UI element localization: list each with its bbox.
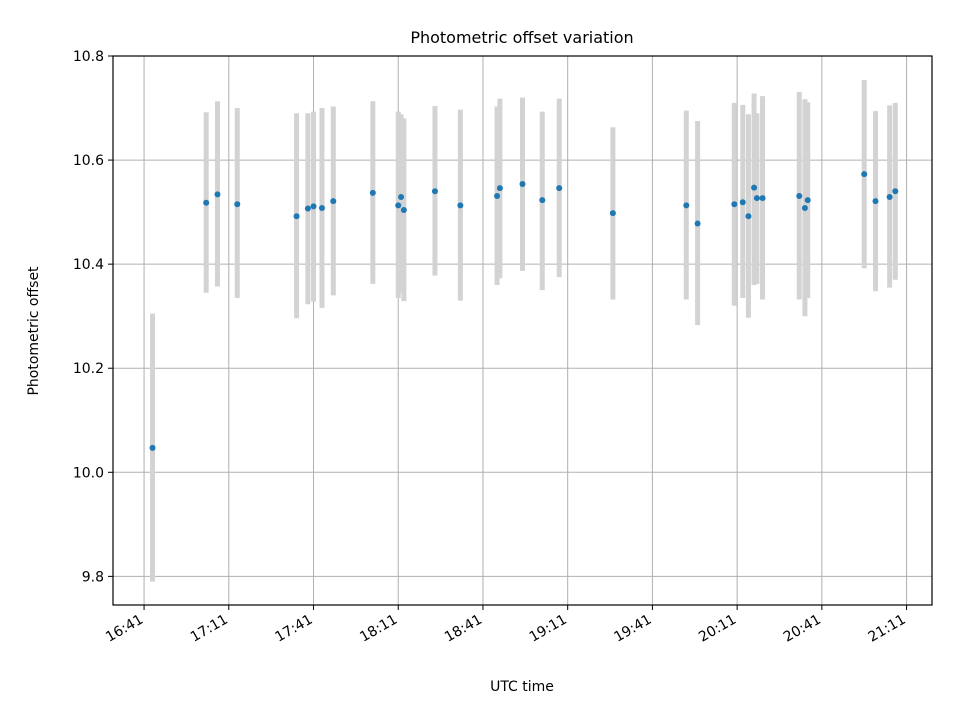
chart-title: Photometric offset variation [410, 28, 633, 47]
y-tick-label: 9.8 [82, 569, 104, 585]
data-point [310, 203, 317, 210]
y-axis-label: Photometric offset [26, 266, 42, 396]
data-point [739, 199, 746, 206]
data-point [400, 207, 407, 214]
data-point [731, 201, 738, 208]
data-point [753, 195, 760, 202]
data-point [293, 213, 300, 220]
data-point [330, 198, 337, 205]
data-point [886, 194, 893, 201]
data-point [398, 194, 405, 201]
data-point [796, 192, 803, 199]
data-point [395, 202, 402, 209]
data-point [318, 204, 325, 211]
axes-frame [112, 55, 933, 606]
data-point [759, 195, 766, 202]
data-point [683, 202, 690, 209]
data-point [369, 189, 376, 196]
data-point [861, 171, 868, 178]
data-point [496, 185, 503, 192]
y-tick-label: 10.8 [73, 49, 104, 65]
data-point [556, 185, 563, 192]
data-point [431, 188, 438, 195]
data-point [801, 204, 808, 211]
data-point [149, 444, 156, 451]
data-point [539, 197, 546, 204]
data-point [892, 188, 899, 195]
data-point [457, 202, 464, 209]
y-tick-label: 10.6 [73, 153, 104, 169]
y-tick-label: 10.0 [73, 465, 104, 481]
data-point [694, 220, 701, 227]
y-tick-label: 10.4 [73, 257, 104, 273]
data-point [804, 197, 811, 204]
data-point [214, 191, 221, 198]
data-point [751, 184, 758, 191]
data-point [872, 198, 879, 205]
data-point [203, 199, 210, 206]
data-point [745, 213, 752, 220]
x-axis-label: UTC time [490, 679, 554, 695]
y-tick-label: 10.2 [73, 361, 104, 377]
data-point [519, 181, 526, 188]
data-point [609, 210, 616, 217]
data-points [149, 171, 899, 451]
data-point [494, 192, 501, 199]
data-point [304, 205, 311, 212]
y-axis-ticks: 9.8 10.0 10.2 10.4 10.6 10.8 [73, 49, 113, 585]
data-point [234, 201, 241, 208]
